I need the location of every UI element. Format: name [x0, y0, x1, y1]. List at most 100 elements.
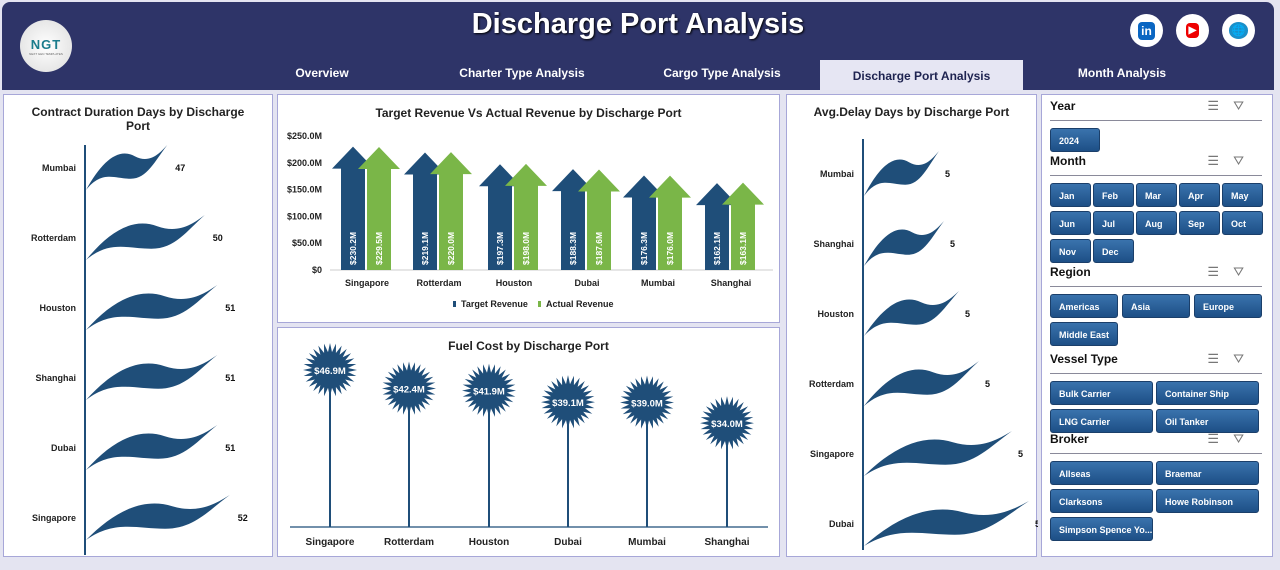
clear-filter-icon[interactable]: ⛛	[1233, 431, 1258, 446]
slicer-item-month[interactable]: Apr	[1179, 183, 1220, 207]
clear-filter-icon[interactable]: ⛛	[1233, 351, 1258, 366]
slicer-item-month[interactable]: Jul	[1093, 211, 1134, 235]
slicer-title-vessel-type: Vessel Type	[1050, 352, 1118, 366]
slicer-item-vessel-type[interactable]: Bulk Carrier	[1050, 381, 1153, 405]
clear-filter-icon[interactable]: ⛛	[1233, 98, 1258, 113]
tab-charter-type-analysis[interactable]: Charter Type Analysis	[459, 66, 585, 80]
slicer-panel: Year ☰⛛ 2024 Month ☰⛛ Jan Feb Mar Apr May Jun Jul Au…	[1041, 94, 1273, 557]
x-tick-label: Houston	[469, 537, 510, 548]
slicer-item-month[interactable]: Sep	[1179, 211, 1220, 235]
slicer-item-vessel-type[interactable]: Container Ship	[1156, 381, 1259, 405]
clear-filter-icon[interactable]: ⛛	[1233, 153, 1258, 168]
multi-select-icon[interactable]: ☰	[1207, 98, 1234, 113]
arrow-bar-actual	[430, 152, 472, 270]
data-label: 47	[175, 163, 185, 173]
slicer-item-region[interactable]: Europe	[1194, 294, 1262, 318]
tab-month-analysis[interactable]: Month Analysis	[1077, 66, 1167, 80]
multi-select-icon[interactable]: ☰	[1207, 264, 1234, 279]
slicer-item-month[interactable]: Jan	[1050, 183, 1091, 207]
data-label: 50	[213, 233, 223, 243]
linkedin-button[interactable]: in	[1130, 14, 1163, 47]
tab-cargo-type-analysis[interactable]: Cargo Type Analysis	[663, 66, 781, 80]
multi-select-icon[interactable]: ☰	[1207, 153, 1234, 168]
arrow-bar-actual	[505, 163, 547, 270]
clear-filter-icon[interactable]: ⛛	[1233, 264, 1258, 279]
flag-bar	[864, 221, 944, 266]
slicer-item-month[interactable]: Dec	[1093, 239, 1134, 263]
data-label: $197.3M	[495, 232, 505, 265]
slicer-divider	[1050, 453, 1262, 454]
category-label: Rotterdam	[809, 379, 854, 389]
data-label: $46.9M	[314, 366, 346, 377]
slicer-item-region[interactable]: Asia	[1122, 294, 1190, 318]
tab-discharge-port-analysis[interactable]: Discharge Port Analysis	[820, 60, 1023, 90]
flag-bar	[86, 215, 205, 260]
slicer-item-month[interactable]: Oct	[1222, 211, 1263, 235]
x-tick-label: Singapore	[345, 278, 389, 288]
category-label: Shanghai	[813, 239, 854, 249]
slicer-item-vessel-type[interactable]: LNG Carrier	[1050, 409, 1153, 433]
contract-chart-title: Contract Duration Days by Discharge Port	[31, 105, 245, 133]
website-button[interactable]: 🌐	[1222, 14, 1255, 47]
slicer-item-month[interactable]: Jun	[1050, 211, 1091, 235]
flag-bar	[86, 425, 218, 470]
category-label: Houston	[40, 303, 77, 313]
data-label: $41.9M	[473, 387, 505, 398]
starburst-marker	[541, 375, 595, 430]
starburst-marker	[462, 363, 516, 418]
slicer-item-broker[interactable]: Allseas	[1050, 461, 1153, 485]
data-label: 51	[225, 443, 235, 453]
slicer-item-month[interactable]: Nov	[1050, 239, 1091, 263]
slicer-item-broker[interactable]: Simpson Spence Yo...	[1050, 517, 1153, 541]
data-label: $34.0M	[711, 419, 743, 430]
category-label: Singapore	[810, 449, 854, 459]
slicer-divider	[1050, 120, 1262, 121]
y-tick-label: $150.0M	[287, 185, 322, 195]
delay-chart-title: Avg.Delay Days by Discharge Port	[813, 105, 1010, 119]
data-label: $39.1M	[552, 398, 584, 409]
tab-overview[interactable]: Overview	[295, 66, 349, 80]
y-tick-label: $0	[312, 265, 322, 275]
arrow-bar-actual	[722, 182, 764, 270]
category-label: Rotterdam	[31, 233, 76, 243]
slicer-item-vessel-type[interactable]: Oil Tanker	[1156, 409, 1259, 433]
data-label: $198.0M	[521, 232, 531, 265]
legend-swatch	[538, 301, 541, 307]
starburst-marker	[303, 343, 357, 397]
slicer-item-month[interactable]: Feb	[1093, 183, 1134, 207]
data-label: $42.4M	[393, 385, 425, 396]
slicer-item-region[interactable]: Middle East	[1050, 322, 1118, 346]
slicer-item-month[interactable]: May	[1222, 183, 1263, 207]
contract-chart: Mumbai 47 Rotterdam 50 Houston 51 Shanghai 51 Du…	[31, 145, 248, 555]
starburst-marker	[620, 375, 674, 430]
data-label: $163.1M	[738, 232, 748, 265]
slicer-title-broker: Broker	[1050, 432, 1089, 446]
x-tick-label: Mumbai	[641, 278, 675, 288]
data-label: $229.5M	[374, 232, 384, 265]
flag-bar	[86, 285, 218, 330]
delay-chart: Mumbai 5 Shanghai 5 Houston 5 Rotterdam 5 Singap…	[809, 139, 1038, 550]
globe-icon: 🌐	[1228, 22, 1249, 39]
youtube-icon: ▶	[1185, 23, 1200, 38]
slicer-item-region[interactable]: Americas	[1050, 294, 1118, 318]
contract-duration-panel: Contract Duration Days by Discharge Port…	[3, 94, 273, 557]
fuel-panel: Fuel Cost by Discharge Port $46.9M Singap…	[277, 327, 780, 557]
slicer-item-broker[interactable]: Clarksons	[1050, 489, 1153, 513]
y-tick-label: $100.0M	[287, 211, 322, 221]
slicer-item-month[interactable]: Aug	[1136, 211, 1177, 235]
data-label: $162.1M	[712, 232, 722, 265]
slicer-item-year[interactable]: 2024	[1050, 128, 1100, 152]
multi-select-icon[interactable]: ☰	[1207, 351, 1234, 366]
category-label: Mumbai	[820, 169, 854, 179]
data-label: 51	[225, 373, 235, 383]
fuel-chart-title: Fuel Cost by Discharge Port	[448, 339, 609, 353]
logo-text: NGT	[30, 36, 62, 52]
multi-select-icon[interactable]: ☰	[1207, 431, 1234, 446]
revenue-panel: Target Revenue Vs Actual Revenue by Disc…	[277, 94, 780, 323]
category-label: Dubai	[51, 443, 76, 453]
slicer-item-month[interactable]: Mar	[1136, 183, 1177, 207]
slicer-item-broker[interactable]: Howe Robinson	[1156, 489, 1259, 513]
category-label: Shanghai	[35, 373, 76, 383]
slicer-item-broker[interactable]: Braemar	[1156, 461, 1259, 485]
youtube-button[interactable]: ▶	[1176, 14, 1209, 47]
